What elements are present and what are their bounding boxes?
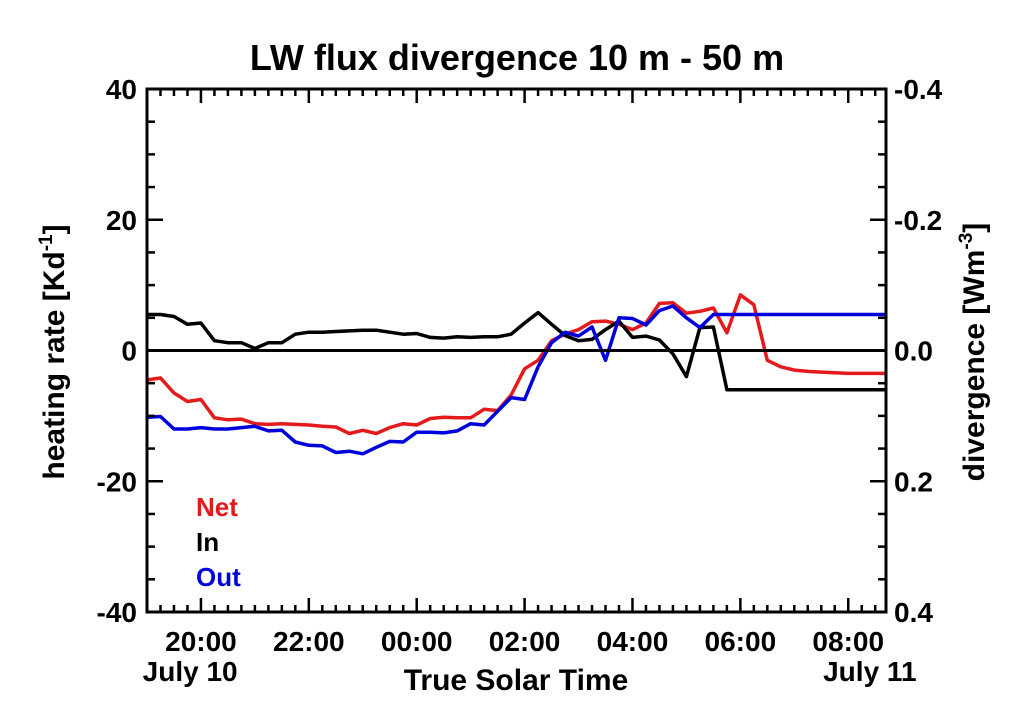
legend-label-in: In bbox=[196, 527, 219, 557]
x-tick-label: 02:00 bbox=[489, 626, 561, 657]
x-tick-label: 22:00 bbox=[273, 626, 345, 657]
legend-label-out: Out bbox=[196, 562, 241, 592]
date-label: July 10 bbox=[143, 656, 238, 687]
plot-frame bbox=[145, 87, 888, 614]
y2-tick-label: 0.2 bbox=[894, 466, 933, 497]
series-line-in bbox=[147, 310, 886, 392]
y-tick-label: -20 bbox=[97, 466, 137, 497]
y2-tick-label: 0.0 bbox=[894, 336, 933, 367]
date-label: July 11 bbox=[823, 656, 916, 687]
y-tick-label: 20 bbox=[106, 205, 137, 236]
y-tick-label: 0 bbox=[121, 336, 137, 367]
x-tick-label: 06:00 bbox=[705, 626, 777, 657]
x-tick-label: 00:00 bbox=[381, 626, 453, 657]
y2-tick-label: -0.4 bbox=[894, 74, 943, 105]
y-tick-label: 40 bbox=[106, 74, 137, 105]
chart-title: LW flux divergence 10 m - 50 m bbox=[250, 37, 784, 78]
y2-tick-label: 0.4 bbox=[894, 597, 933, 628]
y-tick-label: -40 bbox=[97, 597, 137, 628]
x-axis-label: True Solar Time bbox=[404, 664, 629, 697]
series-line-out bbox=[147, 304, 886, 456]
legend: Net In Out bbox=[196, 492, 241, 592]
y2-axis-label: divergence [Wm-3] bbox=[956, 223, 991, 482]
y-axis-label: heating rate [Kd-1] bbox=[36, 224, 71, 479]
x-tick-label: 08:00 bbox=[812, 626, 884, 657]
legend-label-net: Net bbox=[196, 492, 238, 522]
y2-tick-label: -0.2 bbox=[894, 205, 942, 236]
x-tick-label: 04:00 bbox=[597, 626, 669, 657]
x-tick-label: 20:00 bbox=[165, 626, 237, 657]
series-layer bbox=[147, 293, 886, 456]
tick-layer: 20:00 22:00 00:00 02:00 04:00 06:00 08:00July … bbox=[97, 74, 943, 687]
